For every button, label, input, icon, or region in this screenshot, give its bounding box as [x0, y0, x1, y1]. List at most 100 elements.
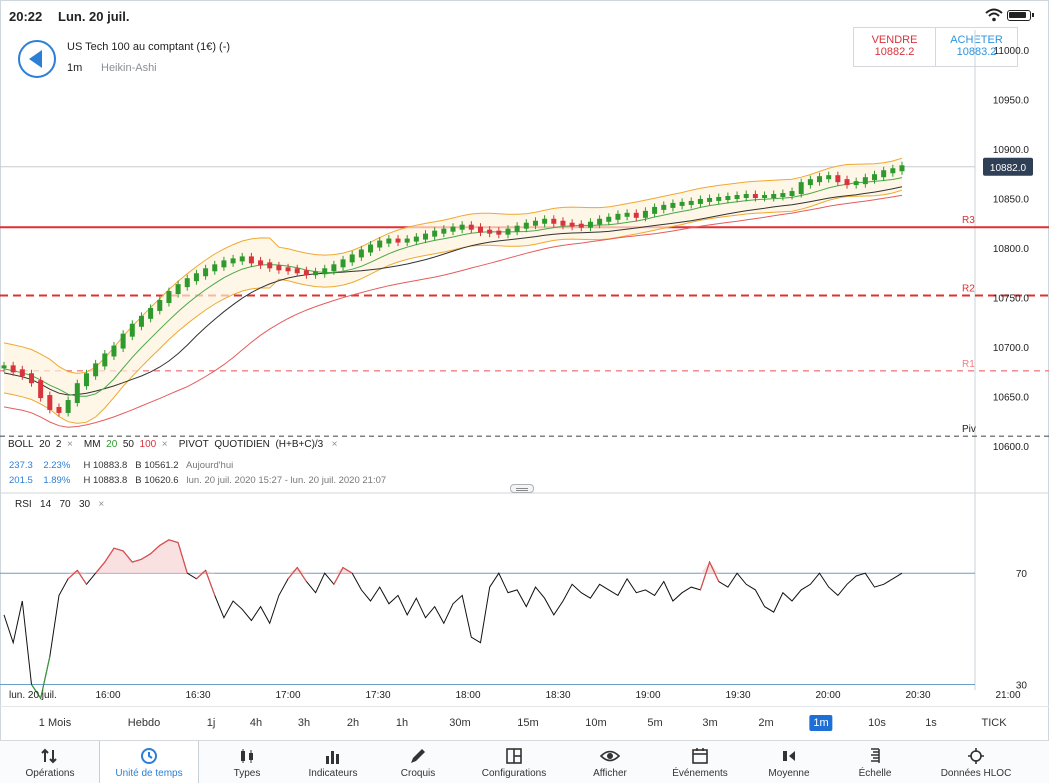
toolbar-clock-button[interactable]: Unité de temps: [99, 741, 199, 783]
timeframe-3h[interactable]: 3h: [297, 717, 311, 729]
candle-body: [285, 267, 291, 272]
candle-body: [679, 201, 685, 206]
timeframe-1h[interactable]: 1h: [395, 717, 409, 729]
candle-body: [532, 220, 538, 226]
timeframe-1j[interactable]: 1j: [206, 717, 216, 729]
candle-body: [38, 380, 44, 399]
pivot-close-icon[interactable]: ×: [331, 439, 338, 450]
timeframe-15m[interactable]: 15m: [517, 717, 539, 729]
toolbar-arrows-updown-button[interactable]: Opérations: [0, 741, 100, 783]
candle-body: [120, 333, 126, 349]
rsi-legend: RSI 14 70 30 ×: [15, 499, 104, 510]
candle-body: [423, 233, 429, 240]
time-tick-label: 19:00: [635, 690, 660, 701]
calendar-icon: [692, 748, 708, 764]
candle-body: [688, 200, 694, 205]
price-tick-label: 10900.0: [993, 145, 1030, 156]
price-chart[interactable]: R3 R2 R1 Piv 11000.0 10950.0 10900.0 10850.0 10…: [0, 0, 1049, 706]
rsi-overbought-segment: [342, 567, 353, 574]
stat-period: Aujourd'hui: [185, 460, 234, 471]
crosshair-icon: [968, 748, 984, 764]
toolbar-bar-chart-button[interactable]: Indicateurs: [283, 741, 383, 783]
toolbar-eye-button[interactable]: Afficher: [560, 741, 660, 783]
buy-button[interactable]: ACHETER 10883.2: [936, 28, 1017, 66]
toolbar-candles-button[interactable]: Types: [197, 741, 297, 783]
timeframe-5m[interactable]: 5m: [647, 717, 663, 729]
candle-body: [221, 260, 227, 268]
pivot-period: QUOTIDIEN: [214, 439, 270, 450]
candle-body: [881, 170, 887, 178]
timeframe-1m[interactable]: 1m: [809, 715, 833, 731]
candle-body: [514, 225, 520, 232]
toolbar-layout-button[interactable]: Configurations: [464, 741, 564, 783]
rsi-overbought-segment: [122, 550, 133, 563]
timeframe-2h[interactable]: 2h: [346, 717, 360, 729]
rsi-overbought-segment: [196, 569, 206, 580]
panel-resize-handle[interactable]: [510, 484, 534, 493]
boll-close-icon[interactable]: ×: [66, 439, 73, 450]
candle-body: [652, 206, 658, 214]
candle-body: [707, 197, 713, 202]
candle-body: [523, 222, 529, 229]
toolbar-label: Moyenne: [768, 768, 810, 779]
boll-param-2: 2: [55, 439, 62, 450]
rsi-overbought-segment: [132, 558, 142, 563]
candle-body: [294, 268, 300, 274]
candle-body: [111, 345, 117, 357]
timeframe-2m[interactable]: 2m: [758, 717, 774, 729]
stat-change: 201.5: [9, 475, 33, 486]
stat-high: H 10883.8: [83, 475, 128, 486]
rsi-overbought-segment: [699, 561, 711, 591]
candle-body: [157, 299, 163, 311]
timeframe-1s[interactable]: 1s: [925, 717, 937, 729]
candle-body: [697, 198, 703, 204]
candle-body: [331, 264, 337, 272]
time-tick-label: 18:00: [455, 690, 480, 701]
wifi-icon: [985, 8, 1003, 22]
pivot-label-piv: Piv: [962, 424, 976, 435]
candle-body: [212, 264, 218, 272]
rsi-overbought-segment: [150, 544, 161, 555]
toolbar-crosshair-button[interactable]: Données HLOC: [926, 741, 1026, 783]
candle-body: [441, 228, 447, 234]
timeframe-10m[interactable]: 10m: [585, 717, 607, 729]
price-tick-label: 10750.0: [993, 294, 1030, 305]
rsi-close-icon[interactable]: ×: [98, 499, 105, 510]
candle-body: [789, 191, 795, 197]
mm-close-icon[interactable]: ×: [161, 439, 168, 450]
timeframe-30m[interactable]: 30m: [449, 717, 471, 729]
back-button[interactable]: [18, 40, 56, 78]
time-tick-label: 17:00: [275, 690, 300, 701]
instrument-chart-type: Heikin-Ashi: [101, 62, 157, 74]
candle-body: [771, 194, 777, 198]
sell-button[interactable]: VENDRE 10882.2: [854, 28, 936, 66]
candle-body: [230, 258, 236, 264]
timeframe-hebdo[interactable]: Hebdo: [127, 717, 161, 729]
timeframe-3m[interactable]: 3m: [702, 717, 718, 729]
timeframe-10s[interactable]: 10s: [868, 717, 886, 729]
toolbar-calendar-button[interactable]: Événements: [650, 741, 750, 783]
mm-param-1: 20: [106, 439, 118, 450]
toolbar-label: Échelle: [858, 768, 892, 779]
candle-body: [725, 195, 731, 200]
candle-body: [10, 365, 16, 373]
rsi-overbought-segment: [76, 570, 87, 585]
stats-row-today: 237.3 2.23% H 10883.8 B 10561.2 Aujourd'…: [9, 460, 233, 471]
rsi-oversold-segment: [30, 684, 42, 699]
timeframe-4h[interactable]: 4h: [249, 717, 263, 729]
toolbar-pencil-button[interactable]: Croquis: [368, 741, 468, 783]
rsi-label: RSI: [15, 499, 32, 510]
toolbar-label: Opérations: [25, 768, 75, 779]
timeframe-tick[interactable]: TICK: [981, 717, 1007, 729]
toolbar-average-button[interactable]: Moyenne: [739, 741, 839, 783]
candle-body: [872, 174, 878, 181]
candle-body: [1, 365, 7, 369]
timeframe-1-mois[interactable]: 1 Mois: [38, 717, 72, 729]
candle-body: [606, 216, 612, 222]
pencil-icon: [411, 749, 425, 763]
toolbar-scale-button[interactable]: Échelle: [825, 741, 925, 783]
rsi-overbought-segment: [95, 561, 106, 574]
rsi-overbought-segment: [709, 561, 720, 582]
candle-body: [129, 323, 135, 337]
time-axis: lun. 20 juil. 16:00 16:30 17:00 17:30 18:00 18…: [9, 690, 1021, 701]
